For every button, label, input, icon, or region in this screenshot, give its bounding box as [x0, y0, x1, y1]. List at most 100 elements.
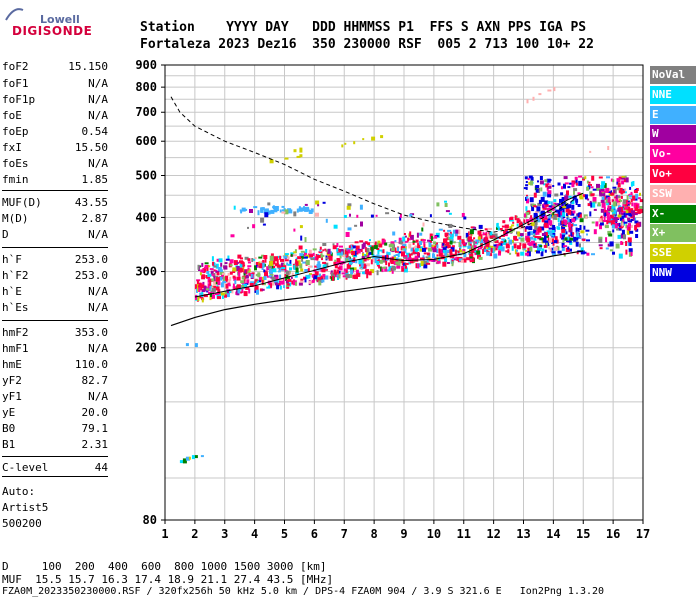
echo-point [500, 246, 505, 252]
echo-point [329, 251, 332, 255]
echo-point [408, 253, 413, 256]
echo-point [384, 242, 388, 246]
echo-point [414, 250, 418, 253]
echo-point [624, 206, 628, 209]
echo-point [463, 216, 467, 220]
echo-point [551, 241, 553, 244]
echo-point [224, 291, 227, 295]
echo-point [480, 244, 483, 249]
echo-point [353, 255, 358, 258]
echo-point [231, 290, 234, 294]
echo-point [551, 251, 556, 254]
echo-point [625, 224, 628, 229]
echo-point [630, 219, 634, 221]
echo-point [322, 201, 326, 204]
echo-point [559, 233, 562, 239]
echo-point [633, 190, 638, 193]
param-row-d: D N/A [2, 228, 108, 244]
echo-point [595, 221, 599, 227]
echo-point [442, 242, 445, 246]
echo-point [236, 266, 241, 271]
echo-point [201, 274, 206, 280]
echo-point [370, 269, 375, 274]
echo-point [384, 266, 388, 272]
echo-point [199, 292, 202, 296]
logo-top-text: Lowell [40, 13, 80, 26]
echo-point [552, 214, 557, 220]
echo-point [599, 222, 604, 226]
echo-point [256, 265, 259, 268]
echo-point [295, 259, 298, 265]
echo-point [607, 146, 610, 150]
echo-point [260, 207, 265, 211]
legend-item-e: E [650, 105, 696, 124]
echo-point [546, 230, 551, 235]
echo-point [579, 243, 581, 248]
echo-point [431, 233, 435, 236]
echo-point [538, 93, 542, 96]
echo-point [204, 265, 208, 268]
echo-point [247, 261, 251, 264]
x-tick-label: 2 [191, 527, 198, 541]
echo-point [415, 263, 419, 269]
echo-point [263, 255, 268, 259]
echo-point [600, 185, 605, 190]
separator [2, 190, 108, 191]
echo-point [447, 243, 450, 249]
echo-point [500, 234, 505, 237]
echo-point [366, 252, 368, 256]
echo-point [287, 263, 292, 266]
echo-point [608, 202, 611, 205]
echo-point [436, 260, 441, 264]
echo-point [492, 235, 496, 238]
echo-point [296, 208, 299, 213]
param-value: 82.7 [81, 374, 109, 387]
echo-point [316, 255, 319, 261]
echo-point [592, 197, 597, 202]
echo-point [579, 218, 584, 223]
echo-point [287, 278, 292, 282]
echo-point [348, 262, 352, 267]
echo-point [414, 245, 417, 249]
echo-point [561, 198, 565, 202]
echo-point [577, 213, 580, 218]
echo-point [389, 243, 394, 248]
echo-point [610, 209, 614, 213]
echo-point [378, 243, 383, 248]
echo-point [544, 202, 549, 207]
echo-point [426, 252, 430, 256]
echo-point [489, 245, 494, 248]
echo-point [403, 255, 406, 259]
echo-point [635, 204, 638, 209]
echo-point [618, 198, 621, 201]
echo-point [376, 270, 379, 276]
echo-point [478, 224, 483, 229]
echo-point [248, 269, 251, 273]
echo-point [317, 277, 322, 283]
echo-point [469, 256, 473, 259]
echo-point [469, 257, 472, 261]
echo-point [575, 215, 579, 220]
echo-point [610, 220, 615, 226]
echo-point [286, 283, 290, 286]
echo-point [304, 269, 309, 272]
echo-point [369, 251, 374, 255]
echo-point [210, 273, 215, 276]
echo-point [257, 280, 259, 283]
echo-point [477, 236, 481, 242]
echo-point [422, 261, 427, 265]
echo-point [249, 209, 253, 213]
echo-point [473, 240, 476, 243]
echo-point [568, 248, 572, 252]
echo-point [213, 269, 216, 272]
echo-point [304, 203, 308, 206]
echo-point [639, 192, 641, 196]
echo-point [229, 291, 232, 293]
echo-point [260, 276, 265, 282]
echo-point [434, 245, 437, 249]
echo-point [519, 233, 524, 237]
echo-point [558, 222, 560, 227]
echo-point [395, 254, 400, 256]
echo-point [623, 234, 626, 240]
echo-point [557, 226, 561, 230]
